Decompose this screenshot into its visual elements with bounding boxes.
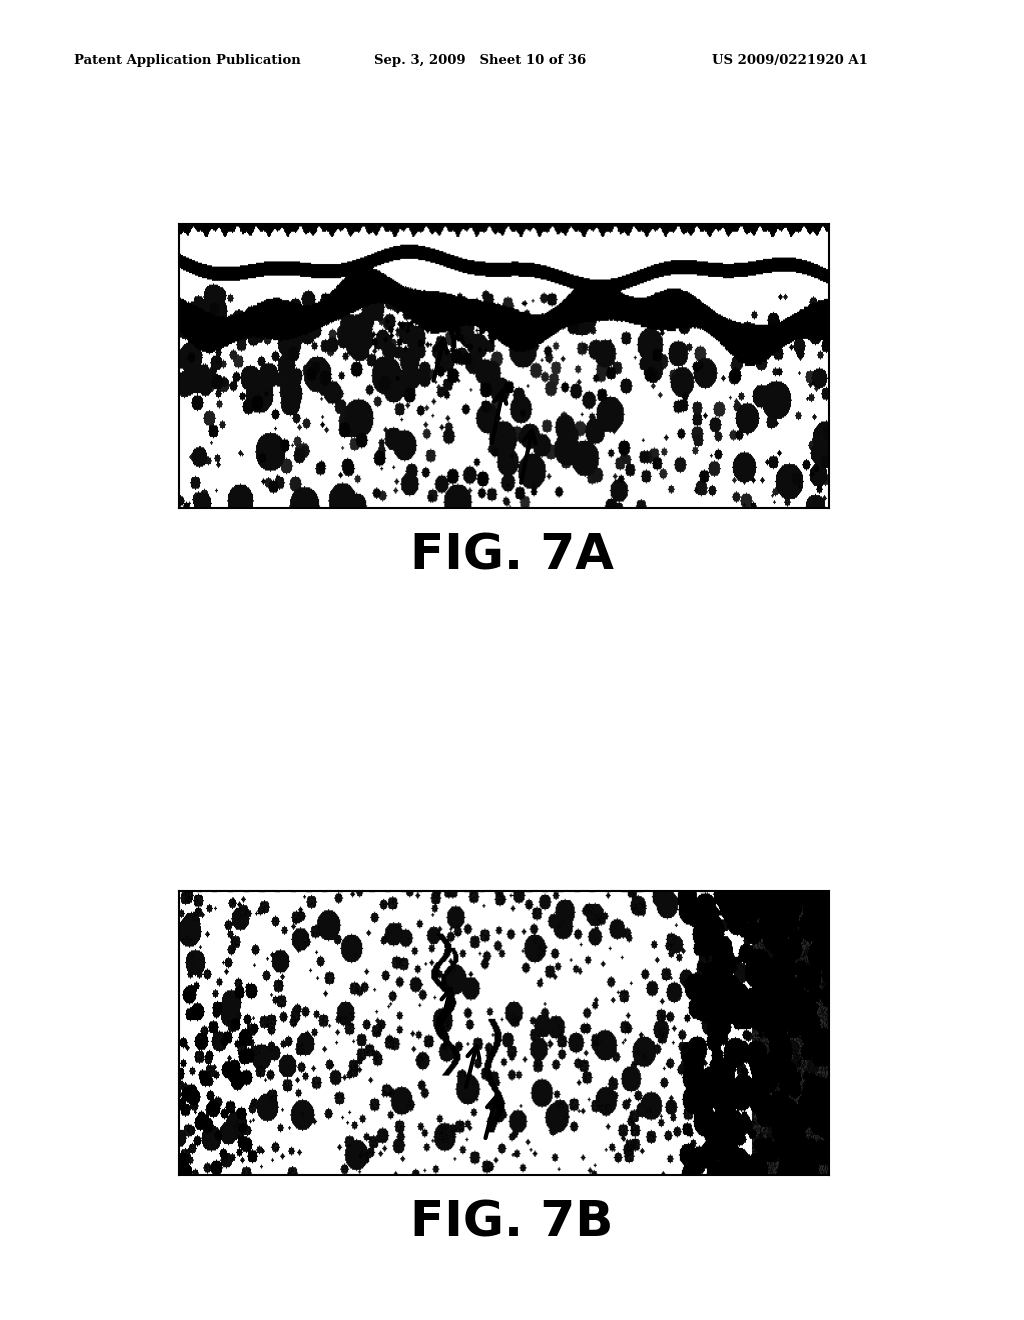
Text: FIG. 7B: FIG. 7B	[411, 1199, 613, 1246]
Text: FIG. 7A: FIG. 7A	[410, 532, 614, 579]
Text: Patent Application Publication: Patent Application Publication	[74, 54, 300, 67]
Text: Sep. 3, 2009   Sheet 10 of 36: Sep. 3, 2009 Sheet 10 of 36	[374, 54, 586, 67]
Text: US 2009/0221920 A1: US 2009/0221920 A1	[712, 54, 867, 67]
